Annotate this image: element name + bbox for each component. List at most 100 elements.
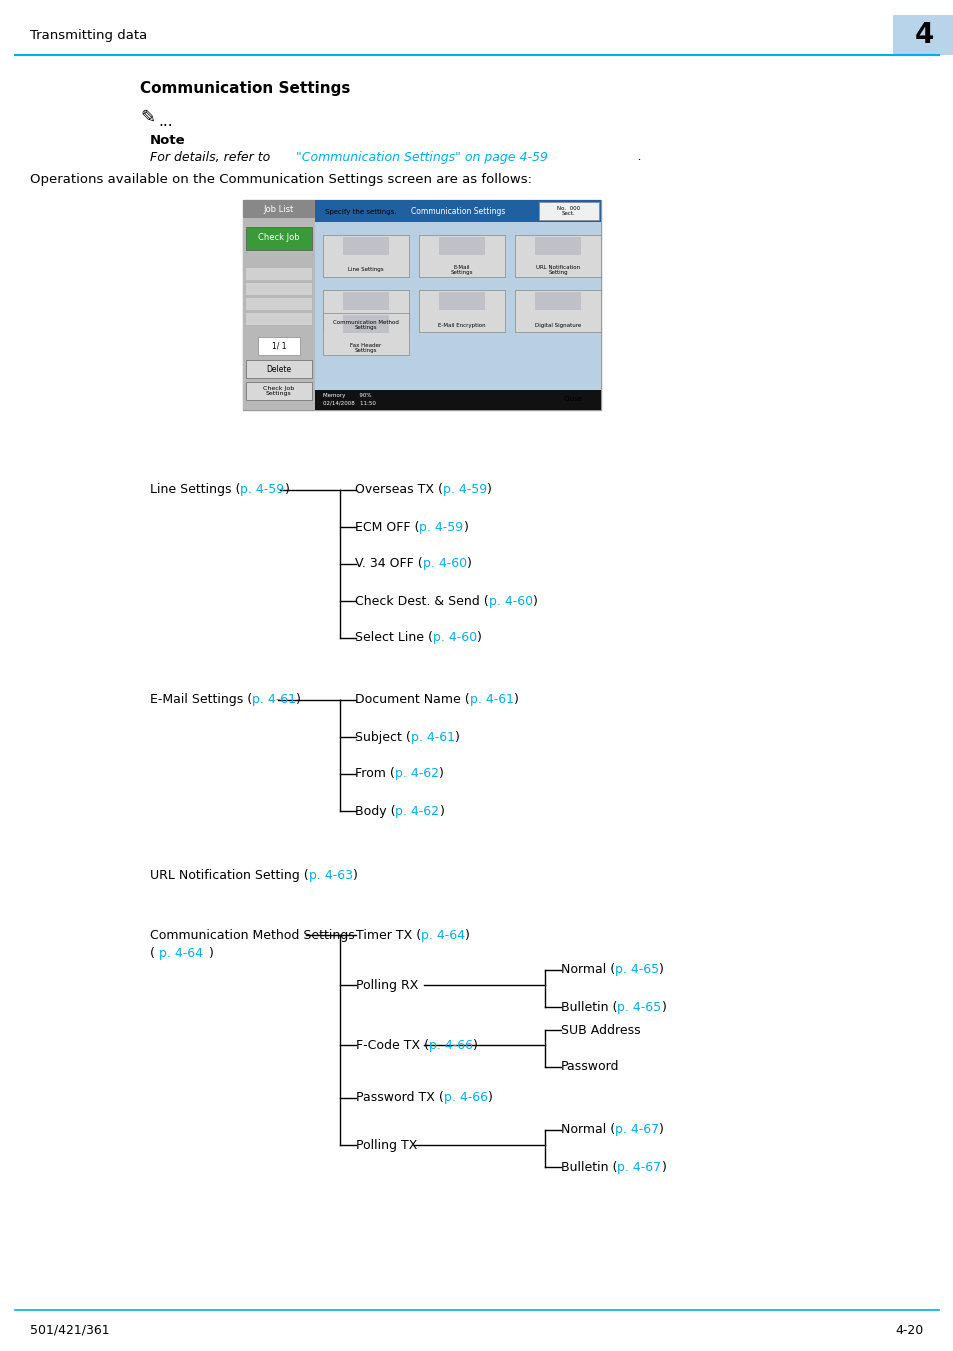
Text: p. 4-60: p. 4-60 bbox=[422, 558, 466, 570]
Text: p. 4-65: p. 4-65 bbox=[617, 1001, 660, 1013]
Text: p. 4-65: p. 4-65 bbox=[615, 963, 659, 977]
Text: Bulletin (: Bulletin ( bbox=[560, 1001, 617, 1013]
Text: Overseas TX (: Overseas TX ( bbox=[355, 484, 442, 497]
Bar bbox=[246, 282, 312, 295]
Text: ): ) bbox=[463, 520, 468, 534]
Text: ): ) bbox=[473, 1039, 477, 1051]
Text: p. 4-66: p. 4-66 bbox=[443, 1092, 487, 1105]
Text: p. 4-63: p. 4-63 bbox=[309, 869, 353, 881]
Text: Polling RX: Polling RX bbox=[355, 978, 418, 992]
Text: p. 4-60: p. 4-60 bbox=[433, 631, 476, 644]
Bar bbox=[314, 200, 600, 409]
Text: p. 4-67: p. 4-67 bbox=[617, 1161, 660, 1174]
Text: Communication Method Settings: Communication Method Settings bbox=[150, 928, 355, 942]
Text: "Communication Settings" on page 4-59: "Communication Settings" on page 4-59 bbox=[295, 150, 547, 163]
Text: 4-20: 4-20 bbox=[895, 1324, 923, 1336]
Text: p. 4-59: p. 4-59 bbox=[442, 484, 486, 497]
Text: Note: Note bbox=[150, 134, 186, 146]
Bar bbox=[246, 382, 312, 400]
Text: Timer TX (: Timer TX ( bbox=[355, 928, 420, 942]
Text: p. 4-59: p. 4-59 bbox=[419, 520, 463, 534]
Text: ): ) bbox=[295, 693, 301, 707]
Text: Select Line (: Select Line ( bbox=[355, 631, 433, 644]
Text: Bulletin (: Bulletin ( bbox=[560, 1161, 617, 1174]
Text: ): ) bbox=[659, 963, 663, 977]
Text: p. 4-64: p. 4-64 bbox=[420, 928, 465, 942]
Text: ): ) bbox=[659, 1124, 663, 1136]
Text: ): ) bbox=[439, 804, 444, 817]
Text: Normal (: Normal ( bbox=[560, 1124, 615, 1136]
Text: ): ) bbox=[455, 731, 459, 743]
Bar bbox=[246, 313, 312, 326]
Bar bbox=[246, 359, 312, 378]
Bar bbox=[314, 200, 600, 222]
Bar bbox=[323, 235, 409, 277]
Text: From (: From ( bbox=[355, 767, 395, 781]
Bar bbox=[257, 336, 299, 355]
Text: p. 4-61: p. 4-61 bbox=[252, 693, 295, 707]
Bar bbox=[314, 390, 600, 409]
Text: ): ) bbox=[513, 693, 518, 707]
Text: Check Dest. & Send (: Check Dest. & Send ( bbox=[355, 594, 488, 608]
Bar bbox=[343, 315, 389, 332]
Text: V. 34 OFF (: V. 34 OFF ( bbox=[355, 558, 422, 570]
Text: ): ) bbox=[487, 1092, 492, 1105]
Text: p. 4-61: p. 4-61 bbox=[469, 693, 513, 707]
Text: p. 4-62: p. 4-62 bbox=[395, 804, 439, 817]
Bar bbox=[538, 203, 598, 220]
Text: ...: ... bbox=[158, 115, 172, 130]
Text: ): ) bbox=[353, 869, 357, 881]
Text: Transmitting data: Transmitting data bbox=[30, 28, 147, 42]
Text: ): ) bbox=[209, 947, 213, 959]
Text: p. 4-67: p. 4-67 bbox=[615, 1124, 659, 1136]
Text: p. 4-62: p. 4-62 bbox=[395, 767, 438, 781]
Text: SUB Address: SUB Address bbox=[560, 1024, 640, 1036]
Bar bbox=[246, 227, 312, 250]
Text: E-Mail Settings (: E-Mail Settings ( bbox=[150, 693, 252, 707]
Text: E-Mail
Settings: E-Mail Settings bbox=[450, 265, 473, 276]
Text: Communication Settings: Communication Settings bbox=[140, 81, 350, 96]
Bar bbox=[418, 290, 504, 332]
Text: Polling TX: Polling TX bbox=[355, 1139, 416, 1151]
Text: ): ) bbox=[486, 484, 492, 497]
Text: Normal (: Normal ( bbox=[560, 963, 615, 977]
Text: Check Job
Settings: Check Job Settings bbox=[263, 385, 294, 396]
Bar bbox=[438, 292, 484, 309]
Bar bbox=[535, 292, 580, 309]
Text: ): ) bbox=[438, 767, 443, 781]
Text: Password: Password bbox=[560, 1061, 618, 1074]
Text: (: ( bbox=[150, 947, 154, 959]
Text: Memory        90%: Memory 90% bbox=[323, 393, 371, 399]
Bar bbox=[243, 200, 314, 218]
Bar bbox=[343, 292, 389, 309]
Text: E-Mail Encryption: E-Mail Encryption bbox=[437, 323, 485, 327]
Text: Close: Close bbox=[563, 396, 582, 403]
Bar bbox=[418, 235, 504, 277]
Text: ): ) bbox=[476, 631, 481, 644]
Text: Communication Method
Settings: Communication Method Settings bbox=[333, 320, 398, 331]
Bar bbox=[548, 390, 597, 407]
Text: p. 4-66: p. 4-66 bbox=[429, 1039, 473, 1051]
Text: Delete: Delete bbox=[266, 365, 292, 373]
Text: No.  000
Sect.: No. 000 Sect. bbox=[557, 205, 580, 216]
Text: p. 4-59: p. 4-59 bbox=[240, 484, 284, 497]
Text: Operations available on the Communication Settings screen are as follows:: Operations available on the Communicatio… bbox=[30, 173, 532, 186]
Bar bbox=[515, 235, 600, 277]
Bar bbox=[323, 313, 409, 355]
Text: ECM OFF (: ECM OFF ( bbox=[355, 520, 419, 534]
Text: .: . bbox=[637, 150, 640, 163]
Text: ): ) bbox=[660, 1001, 666, 1013]
Text: URL Notification Setting (: URL Notification Setting ( bbox=[150, 869, 309, 881]
Text: Document Name (: Document Name ( bbox=[355, 693, 469, 707]
Bar bbox=[246, 299, 312, 309]
Text: Digital Signature: Digital Signature bbox=[535, 323, 580, 327]
Text: Line Settings (: Line Settings ( bbox=[150, 484, 240, 497]
Text: Line Settings: Line Settings bbox=[348, 267, 383, 273]
Text: Password TX (: Password TX ( bbox=[355, 1092, 443, 1105]
Bar bbox=[323, 290, 409, 332]
Text: ): ) bbox=[660, 1161, 666, 1174]
Bar bbox=[515, 290, 600, 332]
Bar bbox=[246, 267, 312, 280]
Bar bbox=[892, 15, 953, 55]
Text: ): ) bbox=[465, 928, 470, 942]
